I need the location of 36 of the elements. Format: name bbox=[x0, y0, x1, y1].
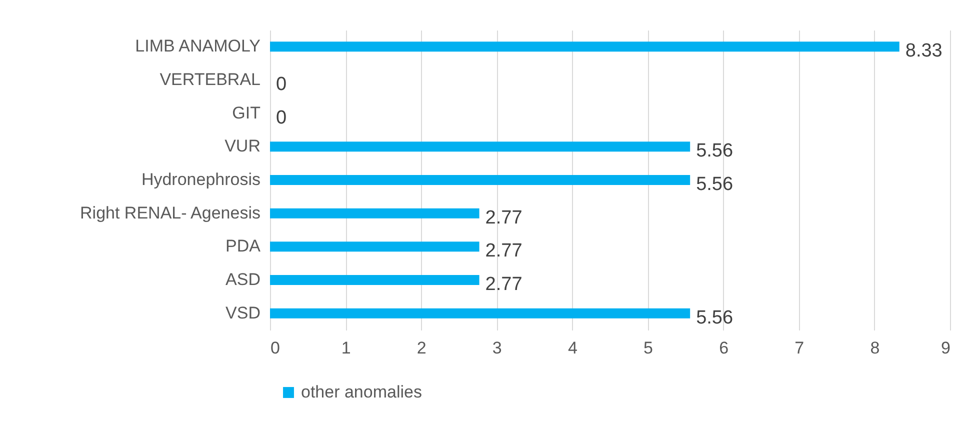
bar bbox=[270, 175, 690, 185]
y-tick-label: VUR bbox=[224, 136, 260, 156]
y-tick-label: LIMB ANAMOLY bbox=[135, 36, 260, 56]
x-tick-label: 7 bbox=[794, 338, 804, 358]
data-label: 5.56 bbox=[696, 140, 734, 162]
y-tick-label: Right RENAL- Agenesis bbox=[80, 203, 260, 222]
legend-label: other anomalies bbox=[301, 382, 422, 402]
data-label: 5.56 bbox=[696, 174, 734, 195]
x-tick-label: 8 bbox=[870, 338, 880, 358]
y-tick-label: VERTEBRAL bbox=[160, 70, 260, 89]
x-tick-label: 3 bbox=[492, 338, 502, 358]
data-label: 5.56 bbox=[696, 307, 734, 328]
data-label: 2.77 bbox=[485, 274, 522, 295]
y-tick-label: VSD bbox=[226, 303, 260, 322]
x-tick-label: 4 bbox=[568, 338, 578, 358]
x-tick-label: 1 bbox=[341, 338, 351, 358]
data-label: 2.77 bbox=[485, 240, 522, 262]
y-tick-label: PDA bbox=[226, 236, 262, 256]
y-tick-label: Hydronephrosis bbox=[141, 170, 260, 189]
data-label: 8.33 bbox=[905, 40, 942, 62]
data-label: 0 bbox=[276, 107, 287, 128]
bar bbox=[270, 208, 480, 218]
data-label: 2.77 bbox=[485, 207, 522, 228]
x-tick-label: 0 bbox=[270, 338, 280, 358]
bar bbox=[270, 242, 480, 252]
bar bbox=[270, 275, 480, 285]
bar bbox=[270, 142, 690, 152]
x-tick-label: 5 bbox=[644, 338, 654, 358]
x-tick-label: 2 bbox=[416, 338, 426, 358]
x-tick-label: 9 bbox=[941, 338, 950, 358]
data-label: 0 bbox=[276, 74, 287, 95]
bar bbox=[270, 308, 690, 318]
bar bbox=[270, 42, 900, 52]
x-tick-label: 6 bbox=[719, 338, 729, 358]
y-tick-label: ASD bbox=[226, 270, 260, 289]
y-tick-label: GIT bbox=[232, 103, 260, 122]
